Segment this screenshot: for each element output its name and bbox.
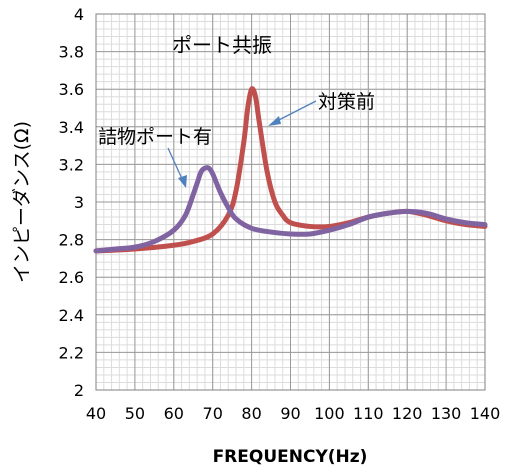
x-tick-label: 120 <box>392 404 423 423</box>
annotation-filled-port: 詰物ポート有 <box>98 126 212 148</box>
plot-area-border <box>95 13 486 391</box>
y-tick-label: 4 <box>74 5 84 24</box>
x-tick-label: 140 <box>470 404 501 423</box>
y-tick-label: 3.6 <box>59 80 84 99</box>
arrow-filled-port-head <box>178 175 187 188</box>
y-axis-tick-labels: 2 2.2 2.4 2.6 2.8 3 3.2 3.4 3.6 3.8 4 <box>59 5 84 400</box>
x-tick-label: 40 <box>86 404 106 423</box>
x-tick-label: 70 <box>203 404 223 423</box>
x-tick-label: 50 <box>125 404 145 423</box>
y-tick-label: 2 <box>74 381 84 400</box>
arrow-before-countermeasure-head <box>268 116 281 126</box>
annotation-before-countermeasure: 対策前 <box>318 91 375 113</box>
y-tick-label: 3.8 <box>59 43 84 62</box>
x-axis-tick-labels: 40 50 60 70 80 90 100 110 120 130 140 <box>86 404 500 423</box>
x-tick-label: 60 <box>164 404 184 423</box>
x-tick-label: 130 <box>431 404 462 423</box>
x-tick-label: 90 <box>280 404 300 423</box>
y-tick-label: 2.2 <box>59 343 84 362</box>
annotation-port-resonance: ポート共振 <box>172 33 272 57</box>
y-axis-label: インピーダンス(Ω) <box>11 121 33 283</box>
y-tick-label: 3.2 <box>59 155 84 174</box>
series-lines <box>93 86 488 254</box>
arrow-filled-port <box>167 147 184 182</box>
y-tick-label: 3 <box>74 193 84 212</box>
y-tick-label: 2.8 <box>59 231 84 250</box>
x-tick-label: 100 <box>314 404 345 423</box>
x-tick-label: 80 <box>241 404 261 423</box>
y-tick-label: 2.6 <box>59 268 84 287</box>
x-tick-label: 110 <box>353 404 384 423</box>
arrow-before-countermeasure <box>272 100 317 124</box>
x-axis-label: FREQUENCY(Hz) <box>213 447 368 467</box>
series-line-1 <box>93 165 488 254</box>
y-tick-label: 2.4 <box>59 306 84 325</box>
y-tick-label: 3.4 <box>59 118 84 137</box>
